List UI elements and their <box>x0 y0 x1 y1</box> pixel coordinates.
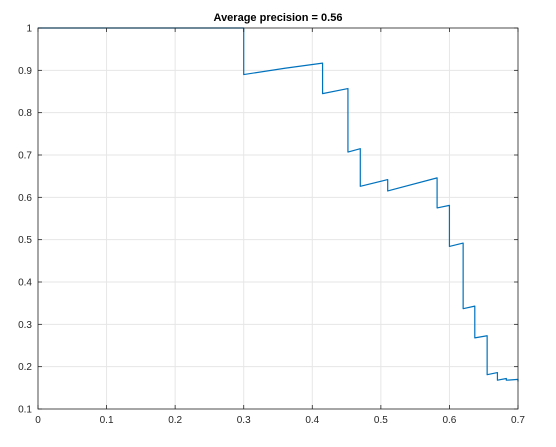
y-tick-label: 1 <box>26 24 32 35</box>
y-tick-label: 0.6 <box>18 193 32 204</box>
y-tick-label: 0.2 <box>18 362 32 373</box>
y-tick-label: 0.1 <box>18 405 32 416</box>
x-tick-label: 0.3 <box>237 415 251 426</box>
x-tick-label: 0.4 <box>305 415 319 426</box>
x-tick-label: 0 <box>35 415 41 426</box>
tick-marks <box>37 27 519 410</box>
x-tick-label: 0.5 <box>374 415 388 426</box>
series-line-0 <box>38 27 519 382</box>
plot-background <box>38 28 518 409</box>
y-tick-label: 0.9 <box>18 66 32 77</box>
y-tick-label: 0.3 <box>18 320 32 331</box>
y-tick-label: 0.7 <box>18 151 32 162</box>
x-tick-label: 0.2 <box>168 415 182 426</box>
y-tick-label: 0.4 <box>18 278 32 289</box>
chart-title: Average precision = 0.56 <box>214 12 343 24</box>
axes-box <box>37 27 519 410</box>
y-tick-labels: 0.1 0.2 0.3 0.4 0.5 0.6 0.7 0.8 0.9 1 <box>18 24 32 416</box>
series-group <box>38 27 519 382</box>
y-tick-label: 0.8 <box>18 108 32 119</box>
x-tick-label: 0.7 <box>511 415 525 426</box>
y-tick-label: 0.5 <box>18 235 32 246</box>
x-tick-label: 0.1 <box>100 415 114 426</box>
x-tick-label: 0.6 <box>442 415 456 426</box>
x-tick-labels: 0 0.1 0.2 0.3 0.4 0.5 0.6 0.7 <box>35 415 525 426</box>
